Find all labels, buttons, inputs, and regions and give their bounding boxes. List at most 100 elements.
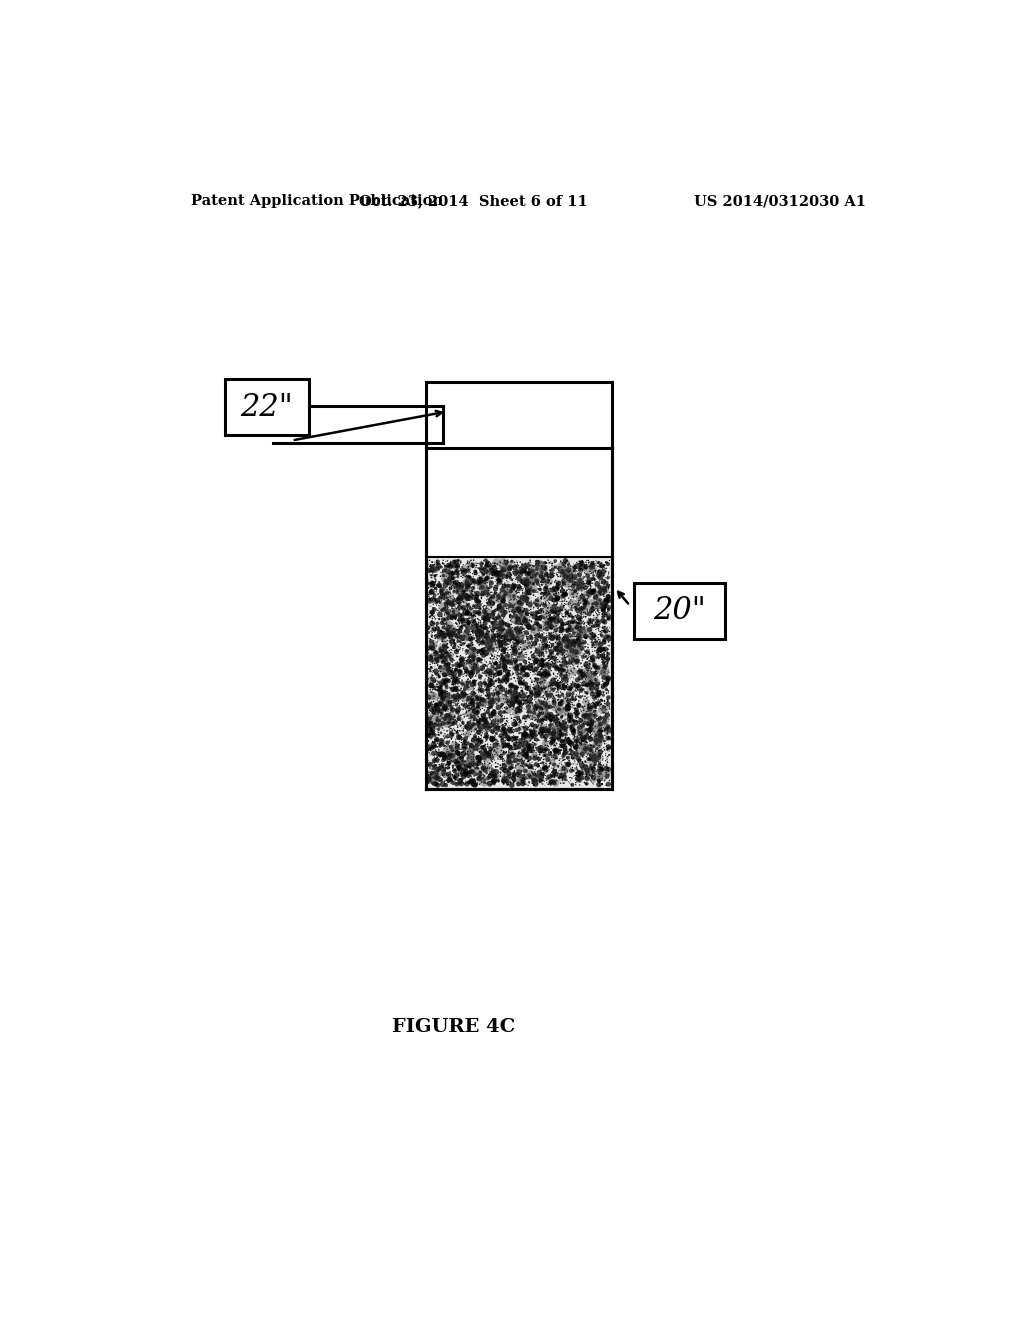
Point — [564, 595, 581, 616]
Point — [518, 755, 535, 776]
Point — [571, 775, 588, 796]
Point — [479, 626, 496, 647]
Point — [553, 615, 569, 636]
Point — [501, 626, 517, 647]
Point — [477, 558, 494, 579]
Point — [590, 708, 606, 729]
Point — [465, 552, 481, 573]
Point — [585, 642, 601, 663]
Point — [499, 702, 515, 723]
Point — [541, 589, 557, 610]
Point — [547, 767, 563, 788]
Point — [595, 701, 611, 722]
Point — [478, 717, 495, 738]
Point — [526, 729, 543, 750]
Point — [524, 729, 541, 750]
Point — [436, 586, 453, 607]
Point — [435, 754, 452, 775]
Point — [519, 553, 536, 574]
Point — [495, 610, 511, 631]
Point — [529, 578, 546, 599]
Point — [590, 760, 606, 781]
Point — [429, 770, 445, 791]
Point — [444, 760, 461, 781]
Point — [601, 618, 617, 639]
Point — [508, 612, 524, 634]
Point — [522, 719, 539, 741]
Point — [457, 616, 473, 638]
Point — [429, 643, 445, 664]
Point — [499, 713, 515, 734]
Point — [449, 606, 465, 627]
Point — [516, 590, 532, 611]
Point — [569, 697, 586, 718]
Point — [528, 682, 545, 704]
Point — [558, 655, 574, 676]
Point — [518, 643, 535, 664]
Point — [487, 751, 504, 772]
Point — [450, 631, 466, 652]
Point — [482, 630, 499, 651]
Point — [421, 714, 437, 735]
Point — [506, 595, 522, 616]
Point — [511, 743, 527, 764]
Point — [531, 706, 548, 727]
Point — [511, 590, 527, 611]
Point — [590, 590, 606, 611]
Point — [480, 673, 497, 694]
Point — [554, 711, 570, 733]
Point — [511, 711, 527, 733]
Point — [427, 560, 443, 581]
Point — [431, 657, 447, 678]
Point — [573, 644, 590, 665]
Point — [443, 576, 460, 597]
Point — [595, 564, 611, 585]
Point — [507, 577, 523, 598]
Point — [468, 758, 484, 779]
Point — [541, 767, 557, 788]
Point — [424, 700, 440, 721]
Point — [555, 698, 571, 719]
Point — [463, 582, 479, 603]
Point — [447, 733, 464, 754]
Point — [532, 598, 549, 619]
Point — [538, 603, 554, 624]
Point — [488, 630, 505, 651]
Point — [480, 688, 497, 709]
Point — [591, 771, 607, 792]
Point — [507, 743, 523, 764]
Point — [544, 669, 560, 690]
Point — [535, 582, 551, 603]
Point — [544, 697, 560, 718]
Point — [532, 760, 549, 781]
Point — [570, 590, 587, 611]
Point — [471, 631, 487, 652]
Point — [481, 767, 498, 788]
Point — [480, 704, 497, 725]
Point — [546, 690, 562, 711]
Point — [537, 635, 553, 656]
Point — [487, 652, 504, 673]
Point — [431, 550, 447, 572]
Point — [564, 626, 581, 647]
Point — [514, 771, 530, 792]
Point — [474, 623, 490, 644]
Point — [471, 593, 487, 614]
Point — [490, 704, 507, 725]
Point — [480, 725, 497, 746]
Point — [452, 688, 468, 709]
Point — [466, 655, 482, 676]
Point — [476, 751, 493, 772]
Point — [544, 572, 560, 593]
Point — [545, 628, 561, 649]
Point — [565, 725, 582, 746]
Point — [531, 682, 548, 704]
Point — [527, 565, 544, 586]
Point — [562, 656, 579, 677]
Point — [575, 578, 592, 599]
Point — [475, 756, 492, 777]
Point — [436, 602, 453, 623]
Point — [565, 747, 582, 768]
Point — [427, 572, 443, 593]
Point — [570, 594, 587, 615]
